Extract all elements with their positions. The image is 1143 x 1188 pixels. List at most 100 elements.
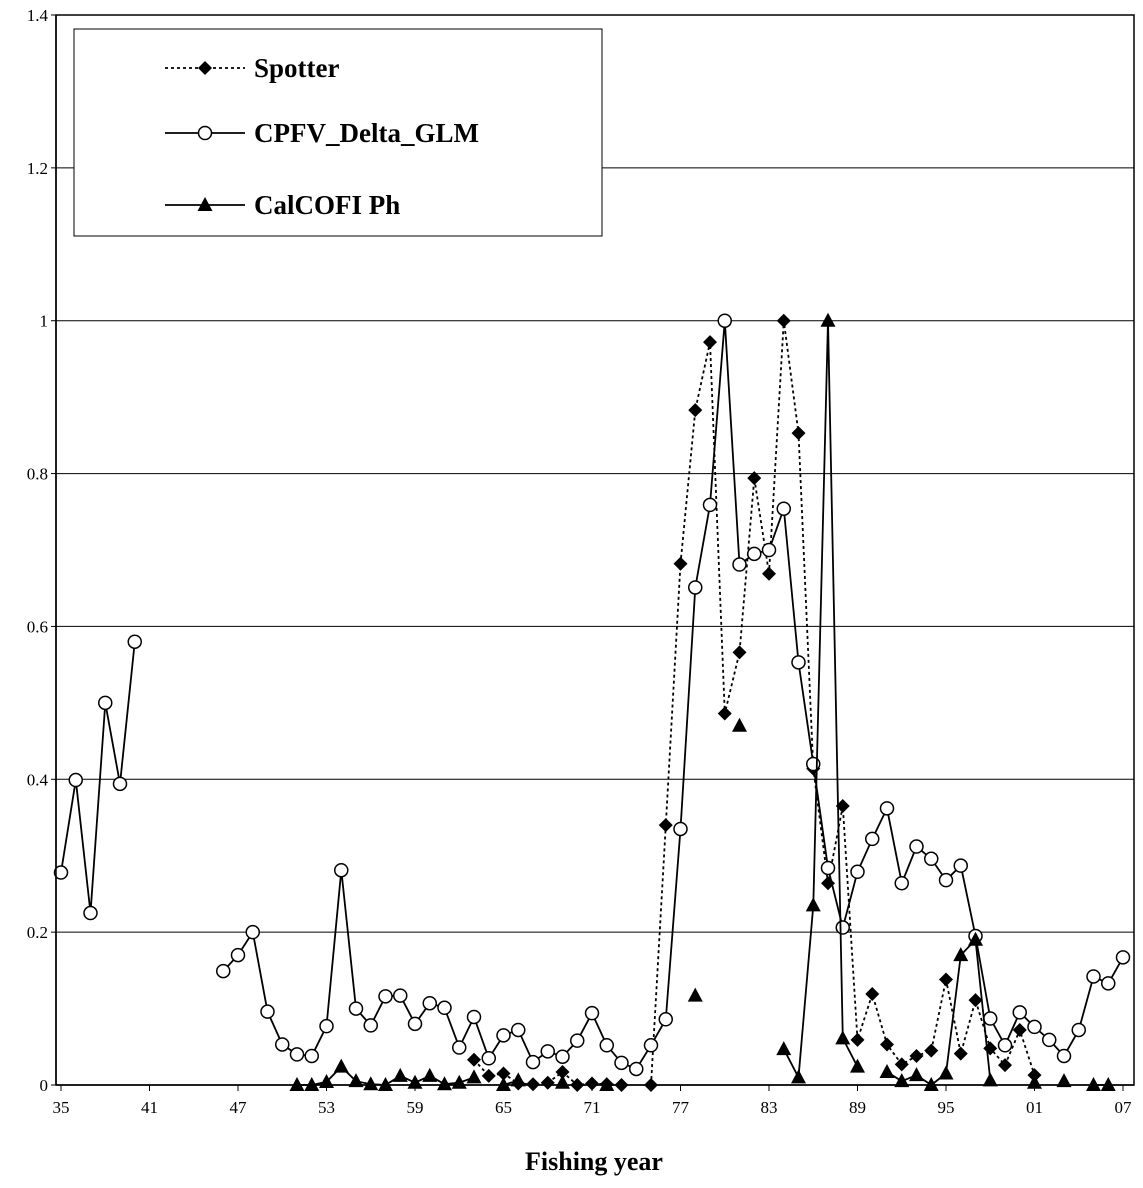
data-point-cpfv-delta-glm [643, 1038, 659, 1053]
data-point-cpfv-delta-glm [363, 1018, 378, 1033]
data-point-spotter [953, 1046, 968, 1061]
data-point-calcofi-ph [496, 1077, 511, 1091]
data-point-cpfv-delta-glm [378, 989, 393, 1004]
data-point-calcofi-ph [687, 987, 703, 1002]
data-point-spotter [968, 993, 983, 1008]
data-point-cpfv-delta-glm [555, 1049, 570, 1064]
data-point-cpfv-delta-glm [216, 963, 231, 979]
y-tick-label: 1 [40, 312, 49, 331]
data-point-calcofi-ph [466, 1069, 482, 1084]
data-point-calcofi-ph [953, 947, 969, 962]
data-point-cpfv-delta-glm [1027, 1019, 1042, 1035]
data-point-cpfv-delta-glm [407, 1016, 423, 1032]
data-point-cpfv-delta-glm [1086, 969, 1101, 984]
legend-marker-calcofi-ph [197, 197, 213, 211]
y-tick-label: 0 [40, 1076, 49, 1095]
data-point-cpfv-delta-glm [275, 1037, 290, 1052]
data-point-calcofi-ph [422, 1067, 438, 1082]
data-point-cpfv-delta-glm [245, 924, 260, 940]
data-point-cpfv-delta-glm [614, 1055, 629, 1071]
data-point-calcofi-ph [968, 931, 983, 946]
data-point-cpfv-delta-glm [894, 875, 909, 891]
data-point-cpfv-delta-glm [924, 851, 939, 867]
data-point-cpfv-delta-glm [953, 858, 968, 873]
x-tick-label: 35 [53, 1098, 70, 1117]
data-point-cpfv-delta-glm [348, 1001, 364, 1016]
data-point-cpfv-delta-glm [599, 1038, 614, 1053]
data-point-calcofi-ph [437, 1076, 452, 1091]
data-point-calcofi-ph [982, 1072, 998, 1087]
data-point-cpfv-delta-glm [717, 313, 732, 328]
y-tick-label: 0.8 [27, 465, 48, 484]
legend-items: Spotter CPFV_Delta_GLM CalCOFI Ph [165, 53, 479, 220]
data-point-cpfv-delta-glm [1115, 950, 1131, 965]
data-point-calcofi-ph [805, 897, 821, 912]
data-point-calcofi-ph [923, 1077, 939, 1091]
data-point-calcofi-ph [879, 1064, 895, 1079]
data-point-calcofi-ph [363, 1076, 379, 1091]
data-point-spotter [526, 1077, 540, 1092]
data-point-spotter [555, 1065, 570, 1080]
data-point-spotter [540, 1075, 555, 1090]
data-point-cpfv-delta-glm [289, 1047, 305, 1062]
data-point-cpfv-delta-glm [481, 1051, 496, 1066]
data-point-cpfv-delta-glm [1012, 1005, 1027, 1020]
x-tick-label: 77 [672, 1098, 690, 1117]
data-point-spotter [717, 706, 732, 721]
x-tick-label: 41 [141, 1098, 158, 1117]
legend: Spotter CPFV_Delta_GLM CalCOFI Ph [73, 28, 603, 237]
legend-item-spotter: Spotter [165, 53, 339, 83]
data-point-calcofi-ph [510, 1072, 526, 1087]
data-point-spotter [998, 1058, 1012, 1073]
legend-item-cpfv-delta-glm: CPFV_Delta_GLM [165, 118, 479, 148]
data-point-calcofi-ph [909, 1067, 924, 1082]
data-point-cpfv-delta-glm [437, 1000, 452, 1016]
data-point-cpfv-delta-glm [422, 995, 437, 1011]
x-tick-label: 83 [761, 1098, 778, 1117]
y-axis-ticks: 0 0.2 0.4 0.6 0.8 1 1.2 1.4 [27, 6, 56, 1095]
legend-label-calcofi-ph: CalCOFI Ph [254, 190, 400, 220]
data-point-cpfv-delta-glm [230, 947, 246, 963]
data-point-cpfv-delta-glm [260, 1004, 275, 1019]
data-point-cpfv-delta-glm [865, 831, 880, 847]
data-point-calcofi-ph [1100, 1077, 1116, 1091]
data-point-spotter [850, 1032, 865, 1047]
data-point-cpfv-delta-glm [909, 839, 924, 854]
data-point-cpfv-delta-glm [938, 872, 954, 888]
data-point-cpfv-delta-glm [1056, 1048, 1072, 1064]
data-point-spotter [732, 645, 747, 660]
legend-box [73, 28, 603, 237]
data-point-calcofi-ph [894, 1073, 910, 1088]
data-point-calcofi-ph [835, 1030, 851, 1045]
x-tick-label: 89 [849, 1098, 866, 1117]
data-point-spotter [496, 1066, 511, 1081]
data-point-spotter [880, 1037, 894, 1052]
data-point-cpfv-delta-glm [835, 920, 850, 935]
x-tick-label: 01 [1026, 1098, 1043, 1117]
data-point-spotter [791, 426, 806, 441]
data-point-cpfv-delta-glm [393, 988, 408, 1003]
series-layer [53, 312, 1131, 1092]
data-point-cpfv-delta-glm [68, 772, 83, 788]
data-point-cpfv-delta-glm [540, 1044, 555, 1059]
data-point-spotter [481, 1068, 496, 1083]
data-point-cpfv-delta-glm [1042, 1032, 1057, 1048]
x-tick-label: 65 [495, 1098, 512, 1117]
data-point-calcofi-ph [938, 1065, 954, 1080]
y-tick-label: 0.6 [27, 617, 48, 636]
data-point-cpfv-delta-glm [673, 821, 688, 837]
data-point-cpfv-delta-glm [83, 905, 98, 921]
series-line-cpfv-delta-glm [60, 641, 136, 914]
data-point-cpfv-delta-glm [629, 1061, 644, 1077]
legend-label-cpfv-delta-glm: CPFV_Delta_GLM [254, 118, 479, 148]
data-point-cpfv-delta-glm [584, 1005, 600, 1021]
legend-label-spotter: Spotter [254, 53, 339, 83]
data-point-cpfv-delta-glm [53, 865, 69, 880]
data-point-spotter [835, 799, 850, 814]
data-point-calcofi-ph [304, 1077, 320, 1091]
x-tick-label: 53 [318, 1098, 335, 1117]
data-point-cpfv-delta-glm [570, 1033, 585, 1048]
x-tick-label: 07 [1115, 1098, 1133, 1117]
data-point-cpfv-delta-glm [466, 1009, 482, 1025]
data-point-cpfv-delta-glm [997, 1038, 1013, 1053]
